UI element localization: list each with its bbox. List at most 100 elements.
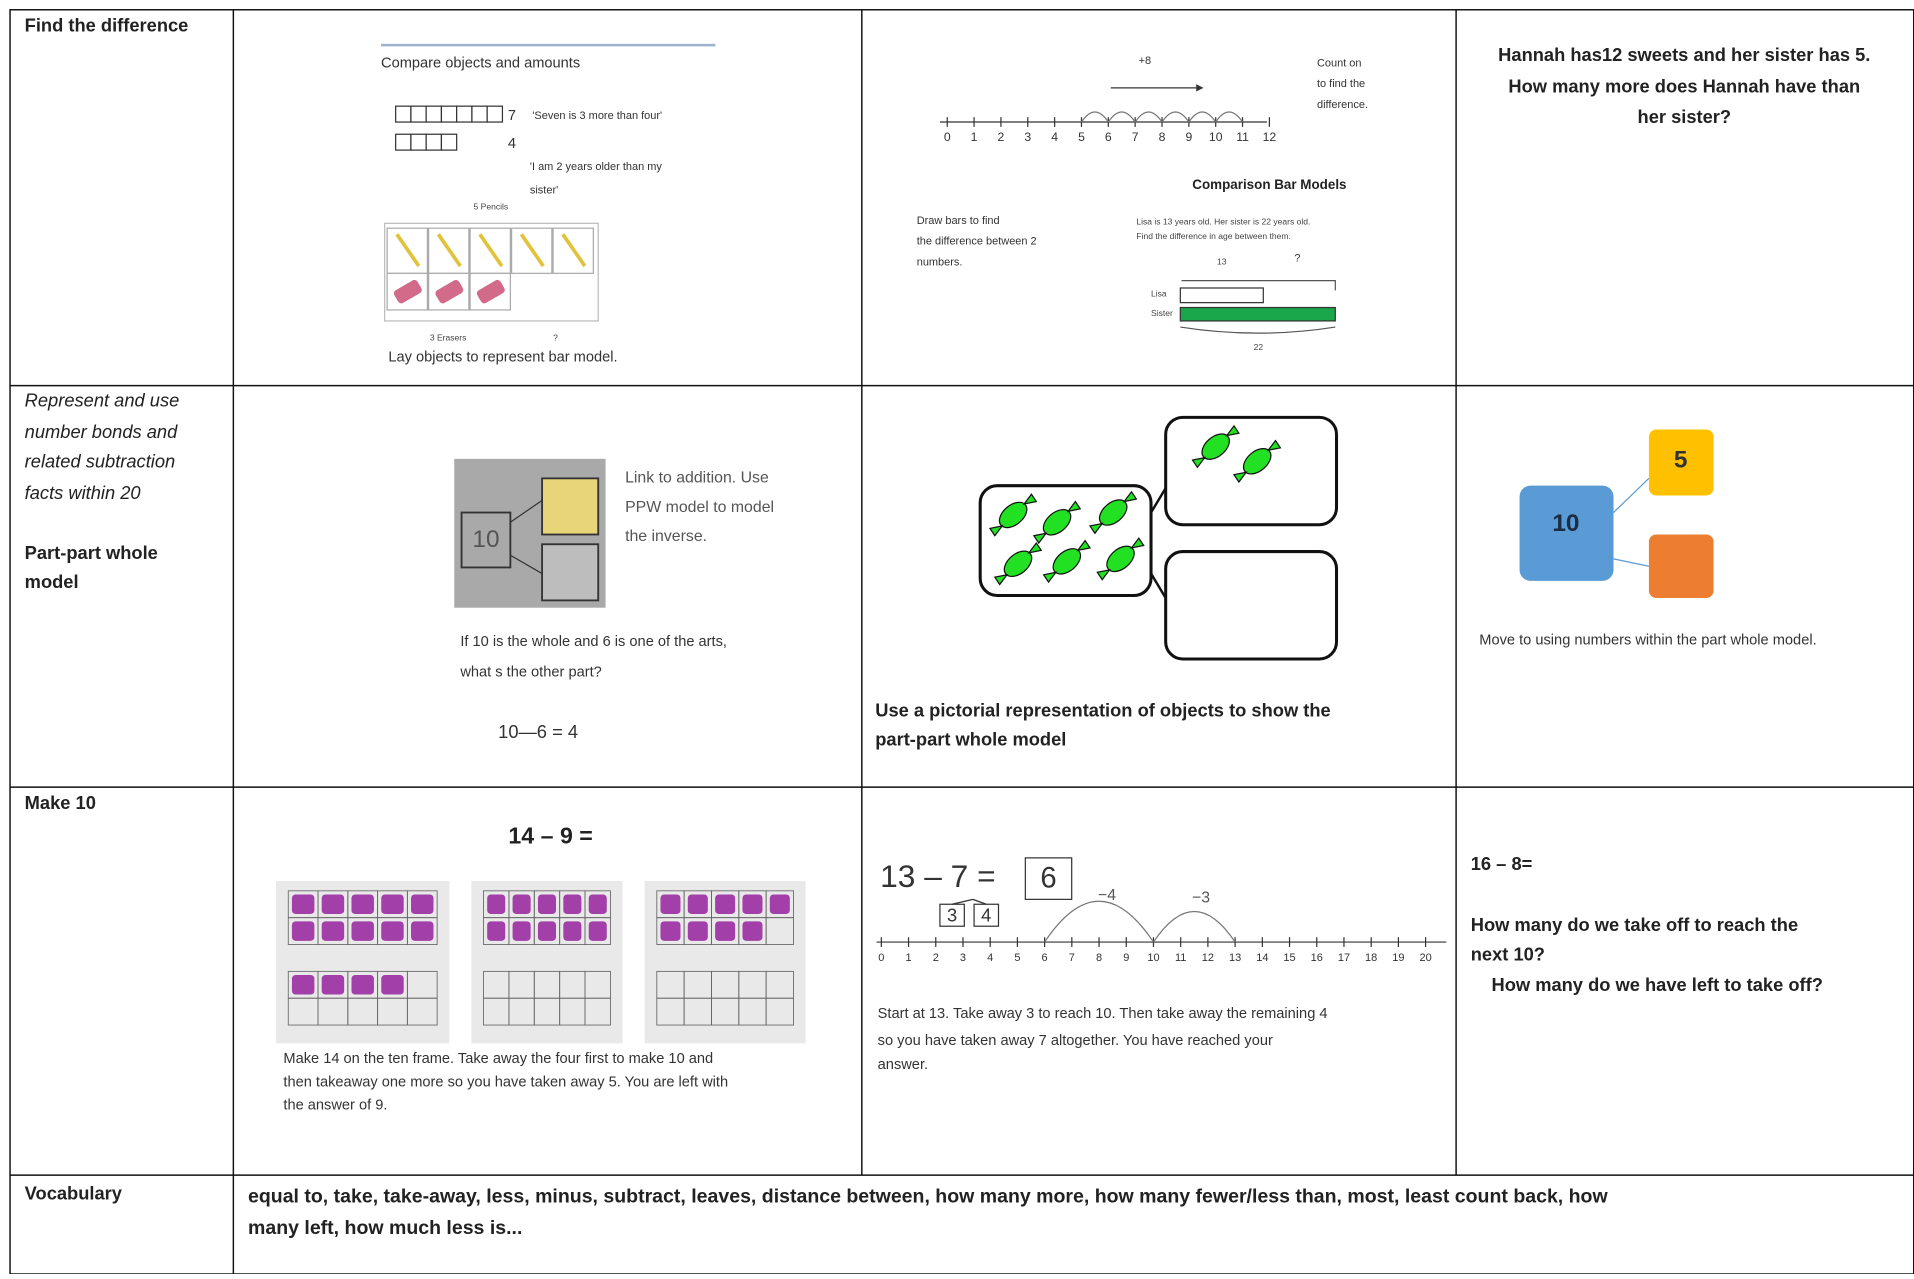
cube [291, 975, 315, 995]
bar-label: 5 Pencils [474, 202, 509, 212]
split-label: 4 [981, 904, 991, 925]
caption: so you have taken away 7 altogether. You… [878, 1033, 1273, 1049]
frame-cell [765, 917, 794, 945]
row-subheading: model [25, 571, 79, 592]
tick-label: 5 [1078, 130, 1085, 144]
tick-label: 3 [960, 952, 966, 964]
tick-label: 6 [1042, 952, 1048, 964]
tick-label: 20 [1419, 952, 1431, 964]
tick-label: 14 [1256, 952, 1268, 964]
part-box [1648, 429, 1714, 496]
tick-label: 5 [1014, 952, 1020, 964]
cube [291, 921, 315, 941]
candy [1201, 433, 1230, 460]
candy [998, 501, 1028, 529]
pencil [395, 233, 421, 268]
number-line: 0 1 2 3 4 5 6 7 8 9 10 11 12 [939, 111, 1276, 144]
tick-label: 12 [1202, 952, 1214, 964]
cube [715, 921, 736, 941]
bar-label: 7 [508, 108, 516, 124]
bar-label: 4 [508, 136, 516, 152]
bar-name: Lisa [1151, 288, 1167, 298]
tick-label: 19 [1392, 952, 1404, 964]
cube [588, 894, 607, 915]
cube [321, 921, 345, 941]
eraser [476, 279, 505, 304]
connector [510, 499, 543, 575]
candy [1106, 545, 1135, 573]
tick-label: 7 [1069, 952, 1075, 964]
figure-title: Compare objects and amounts [381, 55, 580, 71]
caption: Move to using numbers within the part wh… [1479, 633, 1816, 649]
question: next 10? [1471, 943, 1545, 964]
tick-label: 3 [1024, 130, 1031, 144]
bar [1179, 306, 1336, 322]
cube [440, 105, 458, 123]
tick-label: 7 [1132, 130, 1139, 144]
cube [486, 105, 504, 123]
candy-end [1089, 490, 1138, 535]
candy-end [988, 493, 1038, 537]
cube [411, 894, 434, 915]
row-heading: facts within 20 [25, 482, 142, 503]
tick-label: 0 [944, 130, 951, 144]
pencil [561, 233, 587, 268]
arrowhead [1196, 84, 1204, 92]
eraser [435, 279, 464, 304]
problem-text: How many more does Hannah have than [1508, 76, 1860, 97]
connector [951, 898, 987, 905]
cube [588, 921, 607, 941]
cube [395, 105, 412, 123]
answer-box [1024, 857, 1073, 900]
cube [351, 894, 374, 915]
cube [487, 921, 506, 941]
tick-label: 10 [1209, 130, 1223, 144]
frame-cell [406, 917, 438, 945]
tick-label: 1 [905, 952, 911, 964]
cube [769, 894, 790, 915]
box [541, 477, 600, 536]
jump-label: +8 [1139, 55, 1152, 67]
candy-end [1032, 500, 1082, 545]
cube [410, 133, 427, 151]
photo [454, 458, 606, 608]
frame-cell [584, 917, 611, 945]
row-heading: Represent and use [25, 389, 180, 410]
note: 'Seven is 3 more than four' [532, 110, 662, 122]
jump-arc [1080, 111, 1109, 123]
problem-text: Hannah has12 sweets and her sister has 5… [1498, 44, 1870, 65]
jump-label: −4 [1098, 887, 1116, 904]
bar-label: ? [553, 332, 558, 342]
whole-box [1519, 485, 1614, 581]
cube [687, 894, 708, 915]
cube [321, 975, 345, 995]
caption: the answer of 9. [283, 1097, 387, 1113]
note: numbers. [917, 256, 963, 268]
jump-arc [1152, 910, 1236, 943]
caption: answer. [878, 1057, 928, 1073]
note: Count on [1317, 57, 1362, 69]
object-bar-model [384, 222, 599, 322]
caption: Start at 13. Take away 3 to reach 10. Th… [878, 1006, 1328, 1022]
cube [660, 921, 681, 941]
frame-cell [584, 997, 611, 1026]
cube [487, 894, 506, 915]
cube [563, 894, 582, 915]
box [541, 543, 600, 602]
tick-label: 2 [933, 952, 939, 964]
row-heading: Find the difference [25, 15, 189, 36]
candy [1003, 550, 1033, 578]
caption: Use a pictorial representation of object… [875, 699, 1330, 720]
tick-label: 8 [1159, 130, 1166, 144]
eraser [393, 279, 422, 304]
tick-label: 15 [1283, 952, 1295, 964]
row-heading: Vocabulary [25, 1183, 123, 1204]
cube [411, 921, 434, 941]
cube [321, 894, 345, 915]
candy [1242, 448, 1272, 475]
question: How many do we take off to reach the [1471, 914, 1798, 935]
tick-label: 13 [1229, 952, 1241, 964]
bracket [1181, 280, 1336, 291]
jump-label: −3 [1192, 889, 1210, 906]
tick-label: 8 [1096, 952, 1102, 964]
